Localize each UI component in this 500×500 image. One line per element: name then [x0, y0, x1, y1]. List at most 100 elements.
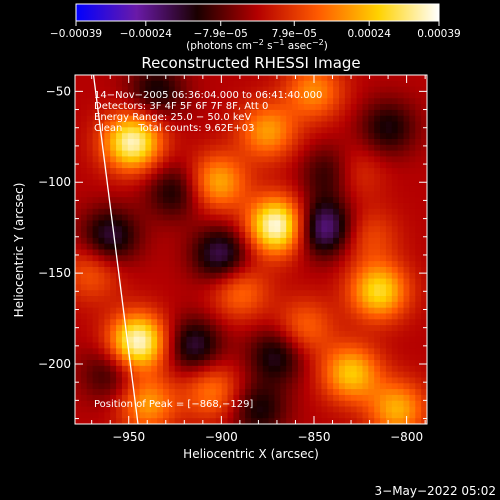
- heatmap-cell: [221, 354, 228, 361]
- heatmap-cell: [157, 208, 164, 215]
- heatmap-cell: [198, 208, 205, 215]
- heatmap-cell: [163, 272, 170, 279]
- heatmap-cell: [174, 127, 181, 134]
- heatmap-cell: [315, 360, 322, 367]
- heatmap-cell: [321, 138, 328, 146]
- heatmap-cell: [268, 92, 275, 99]
- heatmap-cell: [198, 202, 205, 210]
- heatmap-cell: [75, 278, 82, 285]
- heatmap-cell: [151, 418, 158, 424]
- heatmap-cell: [251, 418, 258, 424]
- heatmap-cell: [339, 86, 346, 93]
- heatmap-cell: [391, 319, 399, 326]
- heatmap-cell: [251, 365, 258, 373]
- heatmap-cell: [280, 232, 287, 239]
- heatmap-cell: [333, 418, 340, 424]
- heatmap-cell: [151, 109, 158, 117]
- heatmap-cell: [268, 313, 275, 320]
- heatmap-cell: [292, 319, 299, 326]
- heatmap-cell: [204, 232, 211, 239]
- heatmap-cell: [292, 336, 299, 343]
- heatmap-cell: [380, 342, 387, 349]
- heatmap-cell: [409, 232, 416, 239]
- heatmap-cell: [209, 168, 217, 175]
- heatmap-cell: [163, 296, 170, 303]
- heatmap-cell: [415, 313, 422, 320]
- heatmap-cell: [116, 290, 123, 297]
- heatmap-cell: [92, 400, 99, 407]
- heatmap-cell: [133, 348, 140, 355]
- heatmap-cell: [403, 336, 410, 343]
- heatmap-cell: [227, 342, 234, 349]
- heatmap-cell: [280, 115, 287, 122]
- heatmap-cell: [180, 354, 187, 361]
- footer-timestamp: 3−May−2022 05:02: [375, 484, 497, 498]
- heatmap-cell: [297, 301, 305, 309]
- heatmap-cell: [409, 290, 416, 297]
- heatmap-cell: [163, 179, 170, 186]
- heatmap-cell: [233, 412, 240, 419]
- heatmap-cell: [280, 278, 287, 285]
- heatmap-cell: [297, 365, 305, 373]
- heatmap-cell: [116, 150, 123, 157]
- heatmap-cell: [415, 360, 422, 367]
- heatmap-cell: [321, 301, 328, 309]
- heatmap-cell: [397, 377, 404, 384]
- heatmap-cell: [145, 191, 152, 198]
- heatmap-cell: [280, 121, 287, 128]
- heatmap-cell: [274, 406, 281, 413]
- heatmap-cell: [268, 150, 275, 157]
- heatmap-cell: [186, 261, 193, 268]
- heatmap-cell: [374, 284, 381, 291]
- heatmap-cell: [174, 371, 181, 378]
- heatmap-cell: [421, 330, 427, 338]
- heatmap-cell: [133, 278, 140, 285]
- heatmap-cell: [315, 290, 322, 297]
- heatmap-cell: [86, 179, 93, 186]
- heatmap-cell: [204, 319, 211, 326]
- heatmap-cell: [362, 208, 369, 215]
- heatmap-cell: [186, 92, 193, 99]
- heatmap-cell: [344, 325, 352, 332]
- heatmap-cell: [98, 243, 105, 250]
- colorbar-tick-label: −0.00024: [120, 28, 173, 40]
- heatmap-cell: [397, 307, 404, 314]
- heatmap-cell: [86, 290, 93, 297]
- heatmap-cell: [297, 307, 305, 314]
- heatmap-cell: [385, 208, 393, 215]
- heatmap-cell: [333, 377, 340, 384]
- heatmap-cell: [309, 156, 316, 163]
- heatmap-cell: [403, 179, 410, 186]
- heatmap-cell: [227, 92, 234, 99]
- heatmap-cell: [86, 185, 93, 192]
- heatmap-cell: [350, 133, 357, 140]
- heatmap-cell: [415, 354, 422, 361]
- heatmap-cell: [209, 98, 217, 105]
- heatmap-cell: [145, 115, 152, 122]
- heatmap-cell: [163, 377, 170, 384]
- heatmap-cell: [104, 173, 111, 181]
- heatmap-cell: [198, 348, 205, 355]
- heatmap-cell: [362, 330, 369, 338]
- heatmap-cell: [227, 185, 234, 192]
- heatmap-cell: [151, 98, 158, 105]
- heatmap-cell: [145, 307, 152, 314]
- heatmap-cell: [227, 104, 234, 111]
- heatmap-cell: [221, 243, 228, 250]
- heatmap-cell: [403, 383, 410, 390]
- heatmap-cell: [233, 202, 240, 210]
- heatmap-cell: [327, 301, 334, 309]
- heatmap-cell: [233, 255, 240, 262]
- heatmap-cell: [180, 301, 187, 309]
- heatmap-cell: [274, 98, 281, 105]
- heatmap-cell: [180, 92, 187, 99]
- heatmap-cell: [391, 133, 399, 140]
- heatmap-cell: [374, 197, 381, 204]
- heatmap-cell: [233, 243, 240, 250]
- heatmap-cell: [110, 418, 117, 424]
- heatmap-cell: [292, 173, 299, 181]
- heatmap-cell: [110, 394, 117, 402]
- heatmap-cell: [227, 237, 234, 245]
- heatmap-cell: [116, 412, 123, 419]
- heatmap-cell: [327, 389, 334, 396]
